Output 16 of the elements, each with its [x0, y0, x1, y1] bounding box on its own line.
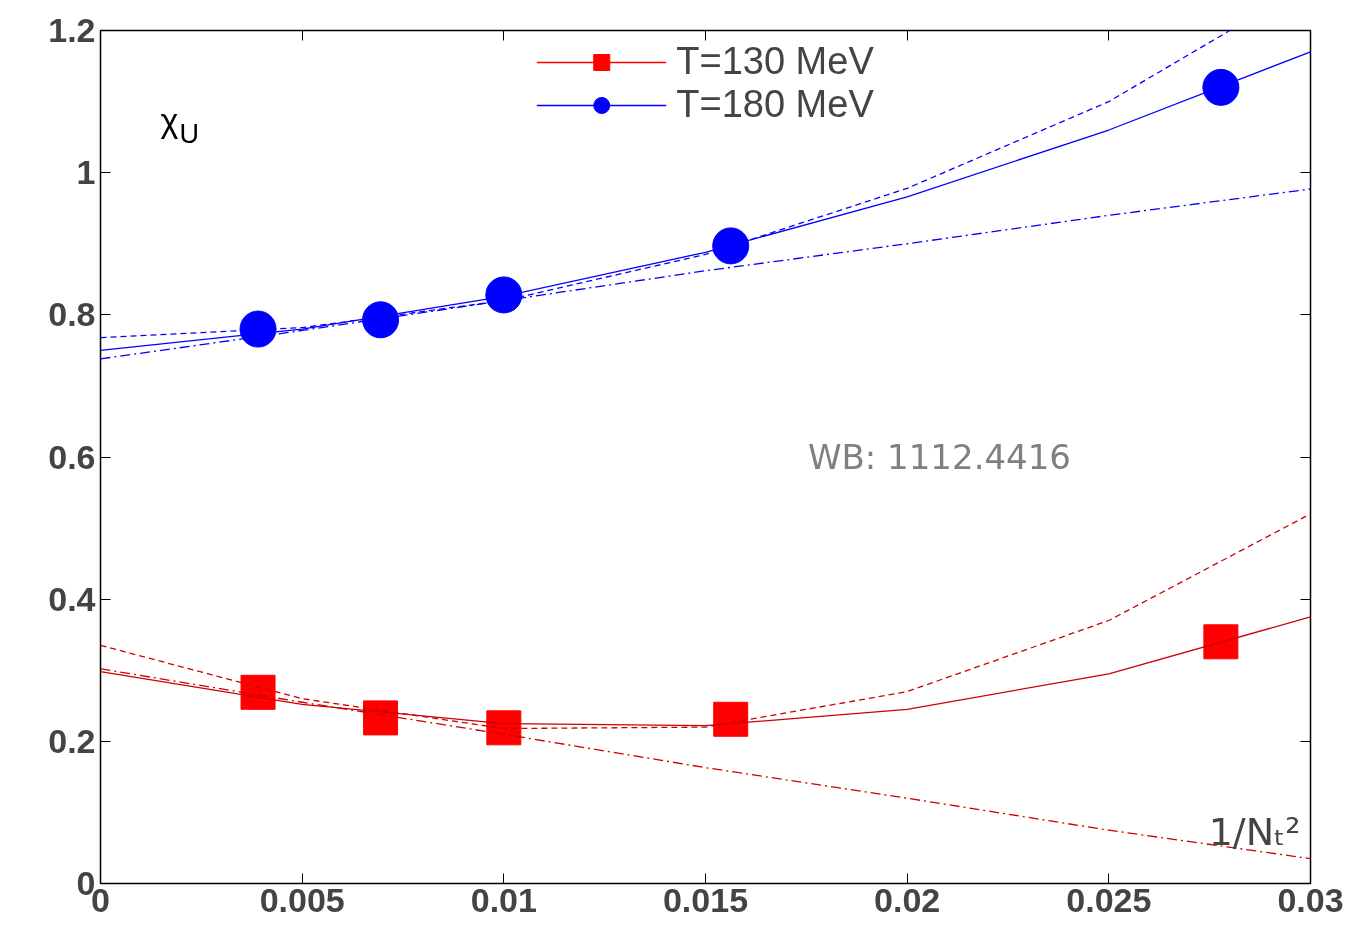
- x-axis-title: 1/Nₜ²: [1208, 809, 1301, 854]
- x-tick-label: 0.025: [1066, 880, 1152, 919]
- y-tick-label: 1: [76, 153, 96, 192]
- y-tick-label: 0.4: [48, 579, 96, 618]
- y-tick-label: 1.2: [48, 11, 96, 49]
- legend-label: T=130 MeV: [676, 40, 874, 83]
- x-tick-label: 0.01: [470, 880, 537, 919]
- y-tick-label: 0.6: [48, 437, 96, 476]
- y-tick-label: 0.8: [48, 295, 96, 334]
- annotation: WB: 1112.4416: [807, 437, 1071, 477]
- x-tick-label: 0.005: [259, 880, 345, 919]
- x-tick-label: 0.015: [662, 880, 749, 919]
- x-tick-label: 0.03: [1277, 880, 1344, 919]
- x-tick-label: 0.02: [874, 880, 941, 919]
- y-tick-label: 0.2: [48, 721, 96, 760]
- legend-label: T=180 MeV: [676, 83, 874, 126]
